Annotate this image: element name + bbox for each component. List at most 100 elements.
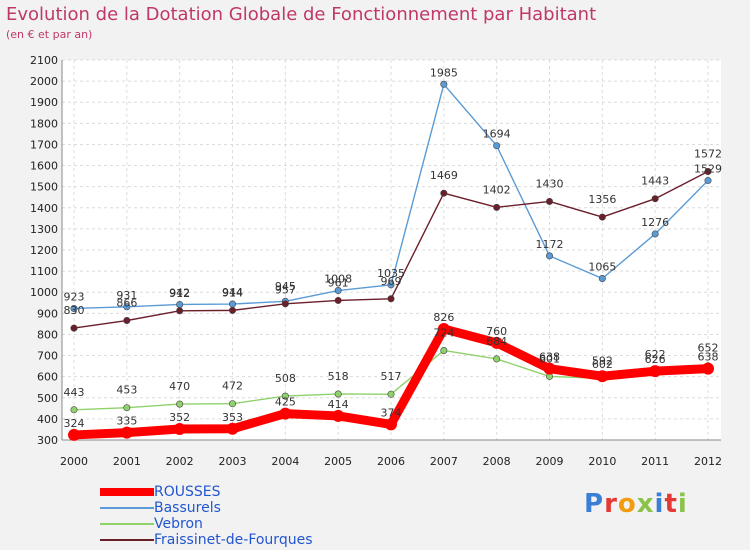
x-tick-label: 2010 [588,455,616,468]
data-point [120,426,133,439]
data-point [70,406,78,414]
data-label: 470 [169,380,190,393]
data-label: 517 [381,370,402,383]
data-label: 945 [275,280,296,293]
data-point [279,407,292,420]
x-tick-label: 2001 [113,455,141,468]
data-label: 472 [222,380,243,393]
logo-letter: i [654,489,665,519]
logo-letter: t [664,489,678,519]
data-label: 638 [539,351,560,364]
logo-letter: x [636,489,655,519]
data-point [70,304,78,312]
data-label: 942 [169,286,190,299]
y-tick-label: 300 [37,434,58,447]
data-point [123,317,131,325]
x-tick-label: 2011 [641,455,669,468]
y-tick-label: 600 [37,371,58,384]
data-label: 1430 [536,177,564,190]
y-tick-label: 900 [37,307,58,320]
y-tick-label: 800 [37,328,58,341]
logo-letter: P [584,489,605,519]
data-point [493,142,501,150]
data-label: 1356 [588,193,616,206]
x-tick-label: 2007 [430,455,458,468]
y-tick-label: 2000 [30,75,58,88]
data-point [704,167,712,175]
data-point [385,418,397,431]
data-label: 866 [116,297,137,310]
data-point [70,324,78,332]
data-point [176,307,184,315]
data-point [334,296,342,304]
data-point [598,274,606,282]
x-tick-label: 2006 [377,455,405,468]
data-label: 1469 [430,169,458,182]
data-point [281,392,289,400]
data-point [545,197,553,205]
y-tick-label: 1400 [30,202,58,215]
data-label: 1065 [588,261,616,274]
data-label: 414 [328,398,349,411]
logo-letter: r [604,489,618,519]
data-label: 914 [222,286,243,299]
data-point [596,370,609,383]
data-point [229,300,237,308]
x-tick-label: 2009 [536,455,564,468]
data-point [334,390,342,398]
data-point [176,400,184,408]
data-label: 1035 [377,267,405,280]
data-point [229,400,237,408]
y-tick-label: 1200 [30,244,58,257]
data-label: 1172 [536,238,564,251]
logo-letter: o [617,489,637,519]
data-label: 957 [275,283,296,296]
data-label: 626 [645,353,666,366]
data-label: 1443 [641,175,669,188]
data-label: 1694 [483,128,511,141]
data-point [229,306,237,314]
data-point [440,189,448,197]
legend-label: Bassurels [154,500,221,516]
y-tick-label: 1900 [30,96,58,109]
data-point [387,295,395,303]
data-label: 508 [275,372,296,385]
legend-label: Vebron [154,516,203,532]
data-label: 912 [169,287,190,300]
x-tick-label: 2002 [166,455,194,468]
data-label: 826 [433,311,454,324]
y-tick-label: 1700 [30,138,58,151]
chart-title: Evolution de la Dotation Globale de Fonc… [6,4,597,25]
y-tick-label: 1800 [30,117,58,130]
data-point [123,303,131,311]
x-tick-label: 2004 [271,455,299,468]
data-label: 638 [698,351,719,364]
y-tick-label: 400 [37,413,58,426]
data-point [226,422,239,435]
data-label: 1985 [430,66,458,79]
data-point [545,252,553,260]
data-point [387,281,395,289]
data-label: 652 [698,342,719,355]
data-label: 961 [328,276,349,289]
x-tick-label: 2012 [694,455,722,468]
y-tick-label: 1300 [30,223,58,236]
data-label: 760 [486,325,507,338]
data-label: 443 [64,386,85,399]
data-label: 352 [169,411,190,424]
data-point [649,365,662,378]
data-label: 684 [486,335,507,348]
x-tick-label: 2008 [483,455,511,468]
data-point [387,390,395,398]
legend-label: Fraissinet-de-Fourques [154,532,313,548]
x-tick-label: 2005 [324,455,352,468]
y-tick-label: 1000 [30,286,58,299]
legend-label: ROUSSES [154,484,221,500]
y-tick-label: 1500 [30,181,58,194]
y-tick-label: 500 [37,392,58,405]
data-label: 944 [222,286,243,299]
proxiti-logo: Proxiti [584,489,688,519]
x-tick-label: 2003 [219,455,247,468]
legend-swatch [100,507,154,509]
data-point [490,336,503,349]
